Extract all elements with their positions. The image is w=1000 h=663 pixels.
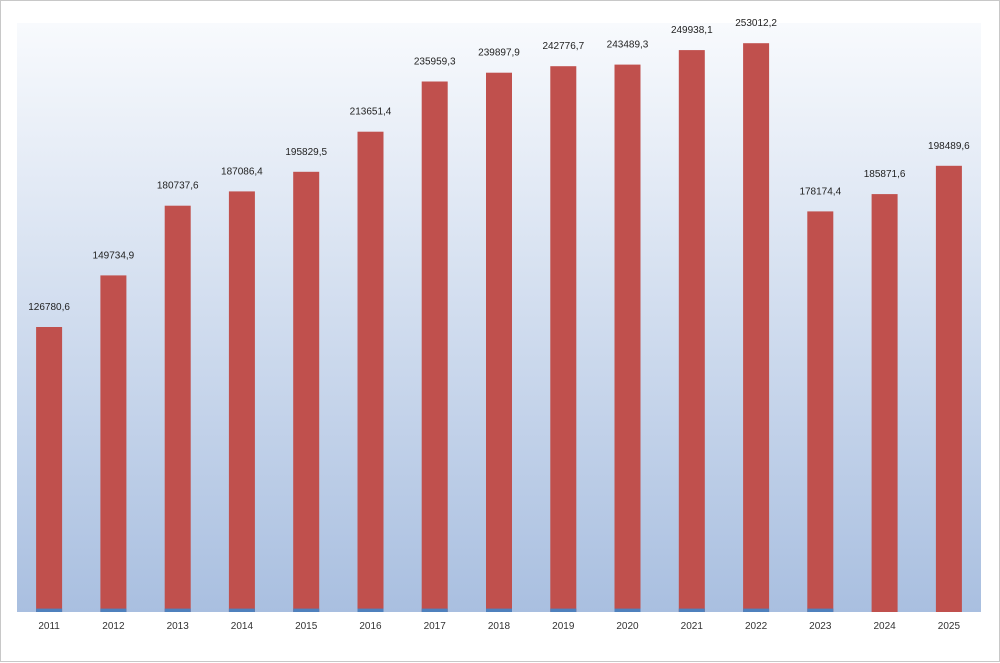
data-label-2024: 185871,6 — [864, 169, 906, 180]
data-label-2020: 243489,3 — [607, 40, 649, 51]
x-tick-2025: 2025 — [938, 621, 961, 632]
bar-2022 — [743, 43, 770, 612]
base-segment-2019 — [550, 608, 577, 612]
bar-2014 — [228, 191, 255, 612]
x-tick-2017: 2017 — [424, 621, 447, 632]
data-label-2015: 195829,5 — [285, 147, 327, 158]
x-tick-2011: 2011 — [38, 621, 60, 632]
bar-2016 — [357, 131, 384, 612]
bar-2023 — [807, 211, 834, 612]
x-tick-2022: 2022 — [745, 621, 768, 632]
base-segment-2022 — [743, 608, 770, 612]
base-segment-2016 — [357, 608, 384, 612]
base-segment-2018 — [486, 608, 512, 612]
bar-2025 — [935, 165, 962, 613]
base-segment-2017 — [421, 608, 448, 612]
base-segment-2013 — [164, 608, 191, 612]
x-tick-2012: 2012 — [102, 621, 125, 632]
data-label-2021: 249938,1 — [671, 25, 713, 36]
data-label-2011: 126780,6 — [28, 302, 70, 313]
base-segment-2020 — [614, 608, 641, 612]
x-tick-labels-group: 2011 2012 2013 2014 2015 2016 2017 2018 2019 2020… — [38, 621, 960, 632]
bar-2017 — [421, 81, 448, 612]
x-tick-2013: 2013 — [167, 621, 190, 632]
bar-2011 — [36, 327, 63, 612]
base-segment-2014 — [228, 608, 255, 612]
x-tick-2019: 2019 — [552, 621, 575, 632]
base-segment-2011 — [36, 608, 63, 612]
bar-2012 — [100, 275, 127, 612]
base-segment-2015 — [293, 608, 320, 612]
base-segment-2012 — [100, 608, 127, 612]
bar-2019 — [550, 66, 577, 612]
data-label-2014: 187086,4 — [221, 166, 263, 177]
bar-2013 — [164, 205, 191, 612]
x-tick-2021: 2021 — [681, 621, 704, 632]
x-tick-2023: 2023 — [809, 621, 832, 632]
x-tick-2015: 2015 — [295, 621, 318, 632]
bar-2018 — [486, 72, 512, 612]
x-tick-2020: 2020 — [616, 621, 639, 632]
data-label-2013: 180737,6 — [157, 181, 199, 192]
bar-2015 — [293, 171, 320, 613]
base-segment-2021 — [678, 608, 705, 612]
x-tick-2018: 2018 — [488, 621, 511, 632]
data-label-2017: 235959,3 — [414, 57, 456, 68]
data-label-2016: 213651,4 — [350, 107, 392, 118]
data-label-2019: 242776,7 — [542, 41, 584, 52]
base-segment-2023 — [807, 608, 834, 612]
data-label-2018: 239897,9 — [478, 48, 520, 59]
data-label-2025: 198489,6 — [928, 141, 970, 152]
bars-group — [36, 43, 962, 613]
bar-2021 — [678, 50, 705, 613]
x-tick-2024: 2024 — [873, 621, 896, 632]
bar-2020 — [614, 64, 641, 613]
bar-2024 — [871, 194, 898, 612]
data-labels-group: 126780,6 149734,9 180737,6 187086,4 195829,5… — [28, 18, 970, 313]
x-tick-2014: 2014 — [231, 621, 254, 632]
data-label-2022: 253012,2 — [735, 18, 777, 29]
data-label-2023: 178174,4 — [799, 186, 841, 197]
x-tick-2016: 2016 — [359, 621, 382, 632]
data-label-2012: 149734,9 — [93, 250, 135, 261]
